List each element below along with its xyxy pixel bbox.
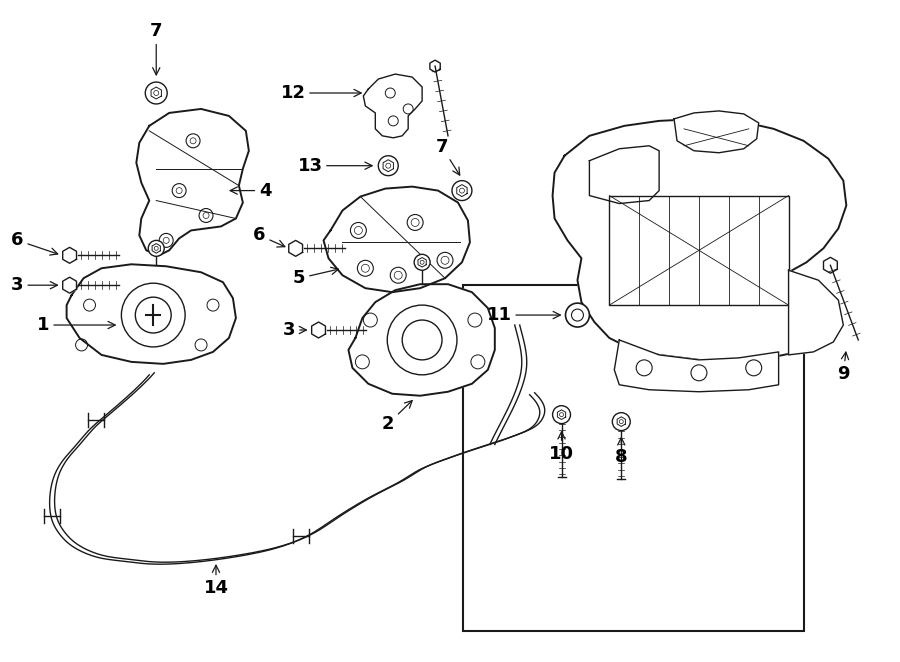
- Circle shape: [145, 82, 167, 104]
- Polygon shape: [615, 340, 778, 392]
- Text: 8: 8: [615, 438, 627, 465]
- Polygon shape: [553, 119, 846, 362]
- Polygon shape: [557, 410, 566, 420]
- Circle shape: [414, 254, 430, 270]
- Text: 7: 7: [150, 23, 163, 75]
- Polygon shape: [824, 258, 837, 273]
- Polygon shape: [151, 87, 161, 99]
- Bar: [464, 285, 804, 631]
- Text: 14: 14: [203, 565, 229, 597]
- Text: 3: 3: [12, 276, 58, 294]
- Circle shape: [612, 412, 630, 430]
- Polygon shape: [63, 277, 76, 293]
- Text: 13: 13: [298, 157, 372, 175]
- Circle shape: [402, 320, 442, 360]
- Text: 7: 7: [436, 138, 460, 175]
- Circle shape: [553, 406, 571, 424]
- Text: 4: 4: [230, 181, 271, 199]
- Polygon shape: [63, 248, 76, 263]
- Circle shape: [135, 297, 171, 333]
- Circle shape: [148, 240, 164, 256]
- Text: 9: 9: [837, 352, 850, 383]
- Polygon shape: [311, 322, 326, 338]
- Polygon shape: [364, 74, 422, 138]
- Circle shape: [452, 181, 472, 201]
- Polygon shape: [152, 244, 160, 253]
- Polygon shape: [617, 417, 626, 426]
- Polygon shape: [348, 284, 495, 396]
- Text: 12: 12: [281, 84, 361, 102]
- Polygon shape: [430, 60, 440, 72]
- Polygon shape: [323, 187, 470, 292]
- Text: 10: 10: [549, 432, 574, 463]
- Polygon shape: [674, 111, 759, 153]
- Text: 1: 1: [37, 316, 115, 334]
- Polygon shape: [289, 240, 302, 256]
- Polygon shape: [383, 160, 393, 171]
- Text: 6: 6: [12, 232, 58, 255]
- Circle shape: [378, 156, 398, 175]
- Text: 3: 3: [284, 321, 306, 339]
- Polygon shape: [418, 258, 427, 267]
- Bar: [609, 195, 788, 305]
- Polygon shape: [67, 264, 236, 364]
- Polygon shape: [590, 146, 659, 203]
- Circle shape: [122, 283, 185, 347]
- Polygon shape: [788, 270, 843, 355]
- Text: 6: 6: [253, 226, 285, 247]
- Text: 5: 5: [293, 267, 338, 287]
- Polygon shape: [136, 109, 248, 256]
- Circle shape: [387, 305, 457, 375]
- Polygon shape: [457, 185, 467, 197]
- Text: 11: 11: [487, 306, 561, 324]
- Text: 2: 2: [382, 401, 412, 433]
- Circle shape: [565, 303, 590, 327]
